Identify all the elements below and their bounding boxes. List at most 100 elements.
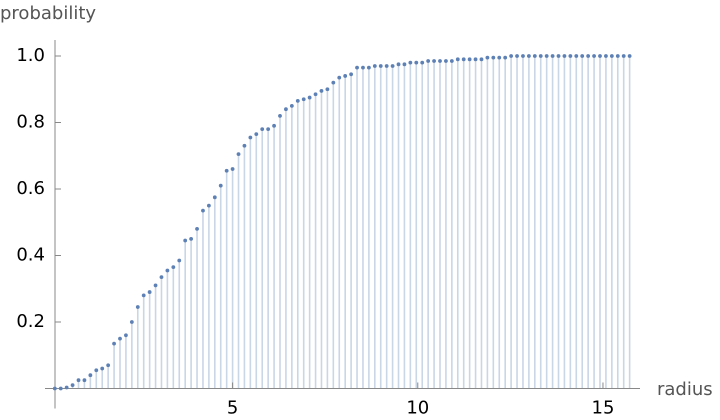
- point: [544, 54, 549, 58]
- point: [461, 57, 466, 62]
- point: [580, 54, 585, 58]
- point: [100, 366, 105, 371]
- point: [378, 64, 383, 68]
- point: [562, 54, 567, 58]
- point: [615, 54, 620, 58]
- point: [586, 54, 591, 58]
- point: [598, 54, 602, 58]
- point: [568, 54, 573, 58]
- point: [70, 383, 75, 388]
- point: [165, 268, 170, 273]
- point: [106, 363, 111, 368]
- point: [521, 54, 525, 58]
- point: [260, 127, 265, 132]
- x-axis-title: radius: [657, 379, 713, 400]
- point: [355, 65, 359, 70]
- point: [337, 75, 342, 80]
- point: [159, 275, 164, 280]
- point: [272, 123, 276, 128]
- point: [278, 113, 282, 118]
- point: [455, 57, 460, 62]
- point: [189, 236, 194, 241]
- point: [621, 54, 626, 58]
- point: [201, 208, 205, 213]
- point: [432, 59, 436, 63]
- point: [206, 203, 211, 208]
- point: [224, 168, 229, 173]
- point: [509, 54, 514, 58]
- point: [390, 64, 395, 68]
- point: [384, 64, 389, 68]
- point: [550, 54, 555, 58]
- y-axis-title: probability: [0, 3, 96, 24]
- x-tick-label: 15: [592, 398, 615, 419]
- point: [609, 54, 614, 58]
- point: [402, 62, 407, 67]
- point: [325, 87, 330, 92]
- point: [449, 59, 454, 63]
- point: [301, 97, 306, 102]
- point: [82, 378, 87, 383]
- point: [153, 283, 158, 288]
- point: [195, 227, 199, 231]
- point: [485, 55, 490, 60]
- point: [295, 98, 300, 103]
- point: [212, 195, 217, 200]
- point: [94, 368, 99, 373]
- point: [58, 386, 63, 391]
- point: [497, 55, 502, 60]
- point: [473, 57, 478, 62]
- point: [64, 385, 69, 390]
- point: [467, 57, 472, 62]
- point: [503, 55, 508, 60]
- point: [592, 54, 596, 58]
- point: [313, 92, 318, 97]
- point: [307, 95, 312, 100]
- point: [515, 54, 519, 58]
- point: [289, 103, 294, 108]
- point: [118, 336, 122, 341]
- y-tick-label: 0.4: [16, 245, 45, 266]
- point: [88, 373, 93, 378]
- point: [284, 107, 288, 112]
- point: [124, 333, 128, 338]
- point: [556, 54, 561, 58]
- point: [491, 55, 496, 60]
- point: [396, 62, 401, 67]
- point: [444, 59, 448, 63]
- point: [627, 54, 632, 58]
- point: [343, 74, 348, 78]
- point: [420, 60, 425, 65]
- point: [349, 72, 354, 77]
- point: [218, 183, 223, 188]
- point: [604, 54, 608, 58]
- point: [532, 54, 537, 58]
- point: [331, 80, 336, 85]
- point: [112, 341, 116, 346]
- point: [183, 238, 188, 243]
- y-tick-label: 0.6: [16, 178, 45, 199]
- point: [141, 293, 146, 298]
- point: [230, 167, 235, 171]
- point: [574, 54, 579, 58]
- point: [76, 378, 81, 383]
- point: [361, 65, 365, 70]
- point: [52, 386, 57, 391]
- point: [135, 305, 140, 309]
- point: [426, 59, 431, 63]
- point: [171, 265, 176, 270]
- point: [236, 152, 241, 156]
- y-tick-label: 1.0: [16, 45, 45, 66]
- point: [254, 132, 259, 137]
- point: [242, 143, 247, 148]
- point: [319, 89, 324, 93]
- point: [526, 54, 531, 58]
- x-tick-label: 10: [406, 398, 429, 419]
- point: [372, 64, 377, 68]
- point: [248, 135, 253, 140]
- y-tick-label: 0.2: [16, 311, 45, 332]
- x-tick-label: 5: [227, 398, 238, 419]
- point: [479, 57, 484, 62]
